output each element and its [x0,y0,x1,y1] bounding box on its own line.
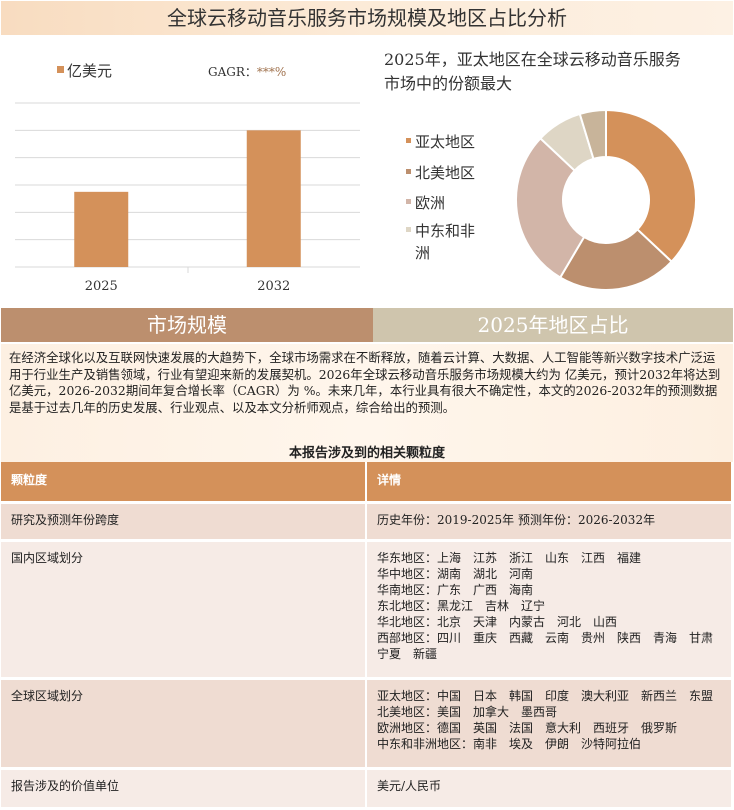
detail-line: 华北地区：北京 天津 内蒙古 河北 山西 [377,614,618,629]
row-label: 国内区域划分 [1,540,367,680]
tab-region-share: 2025年地区占比 [373,308,733,342]
row-label: 研究及预测年份跨度 [1,502,367,542]
table-row: 报告涉及的价值单位 美元/人民币 [1,768,733,810]
detail-line: 中东和非洲地区：南非 埃及 伊朗 沙特阿拉伯 [377,736,642,751]
section-tabs: 市场规模 2025年地区占比 [1,308,733,342]
charts-area: 2025 2032 亿美元 GAGR：***% 2025年，亚太地区在全球云移动音乐服务… [15,50,697,294]
row-label: 报告涉及的价值单位 [1,768,367,810]
pie-legend-swatch [406,199,411,204]
intro-text: 在经济全球化以及互联网快速发展的大趋势下，全球市场需求在不断释放，随着云计算、大… [1,344,733,462]
row-details: 华东地区：上海 江苏 浙江 山东 江西 福建 华中地区：湖南 湖北 河南 华南地区：… [366,540,733,680]
bar-2025 [74,191,129,267]
detail-line: 华中地区：湖南 湖北 河南 [377,566,534,581]
table-row: 研究及预测年份跨度 历史年份：2019-2025年 预测年份：2026-2032年 [1,502,733,542]
pie-slice [605,108,697,264]
tab-market-size: 市场规模 [1,308,373,342]
pie-legend-swatch [406,138,411,143]
detail-line: 东北地区：黑龙江 吉林 辽宁 [377,598,546,613]
detail-line: 华东地区：上海 江苏 浙江 山东 江西 福建 [377,550,642,565]
table-row: 国内区域划分 华东地区：上海 江苏 浙江 山东 江西 福建 华中地区：湖南 湖北 河… [1,540,733,680]
pie-slice [578,108,607,161]
table-title: 本报告涉及到的相关颗粒度 [288,446,445,461]
bar-2032 [246,130,301,267]
x-tick-label: 2025 [85,279,118,294]
row-details: 历史年份：2019-2025年 预测年份：2026-2032年 [366,502,733,542]
granularity-table: 颗粒度 详情 研究及预测年份跨度 历史年份：2019-2025年 预测年份：202… [1,462,733,810]
legend-swatch [57,66,64,73]
detail-line: 欧洲地区：德国 英国 法国 意大利 西班牙 俄罗斯 [377,720,678,735]
row-details: 美元/人民币 [366,768,733,810]
detail-line: 华南地区：广东 广西 海南 [377,582,534,597]
row-label: 全球区域划分 [1,678,367,770]
detail-line: 西部地区：四川 重庆 西藏 云南 贵州 陕西 青海 甘肃 宁夏 新疆 [377,630,726,661]
detail-line: 亚太地区：中国 日本 韩国 印度 澳大利亚 新西兰 东盟 [377,688,714,703]
pie-legend-label: 中东和非洲 [415,222,475,262]
table-row: 全球区域划分 亚太地区：中国 日本 韩国 印度 澳大利亚 新西兰 东盟 北美地区：美… [1,678,733,770]
detail-line: 美元/人民币 [377,778,442,793]
legend-label: 亿美元 [67,62,112,80]
pie-title: 2025年，亚太地区在全球云移动音乐服务市场中的份额最大 [384,50,681,93]
pie-legend-swatch [406,169,411,174]
row-details: 亚太地区：中国 日本 韩国 印度 澳大利亚 新西兰 东盟 北美地区：美国 加拿大 … [366,678,733,770]
pie-legend-label: 北美地区 [415,164,475,182]
pie-legend-swatch [406,227,411,232]
detail-line: 北美地区：美国 加拿大 墨西哥 [377,704,558,719]
gagr-annotation: GAGR：***% [208,65,286,79]
page-title: 全球云移动音乐服务市场规模及地区占比分析 [1,1,733,35]
pie-slice [558,228,674,291]
detail-line: 历史年份：2019-2025年 预测年份：2026-2032年 [377,512,656,527]
pie-legend-label: 欧洲 [415,194,445,212]
pie-legend-label: 亚太地区 [415,133,475,151]
x-tick-label: 2032 [257,279,290,294]
header-granularity: 颗粒度 [1,462,367,504]
pie-slice [515,136,586,279]
header-details: 详情 [366,462,733,504]
